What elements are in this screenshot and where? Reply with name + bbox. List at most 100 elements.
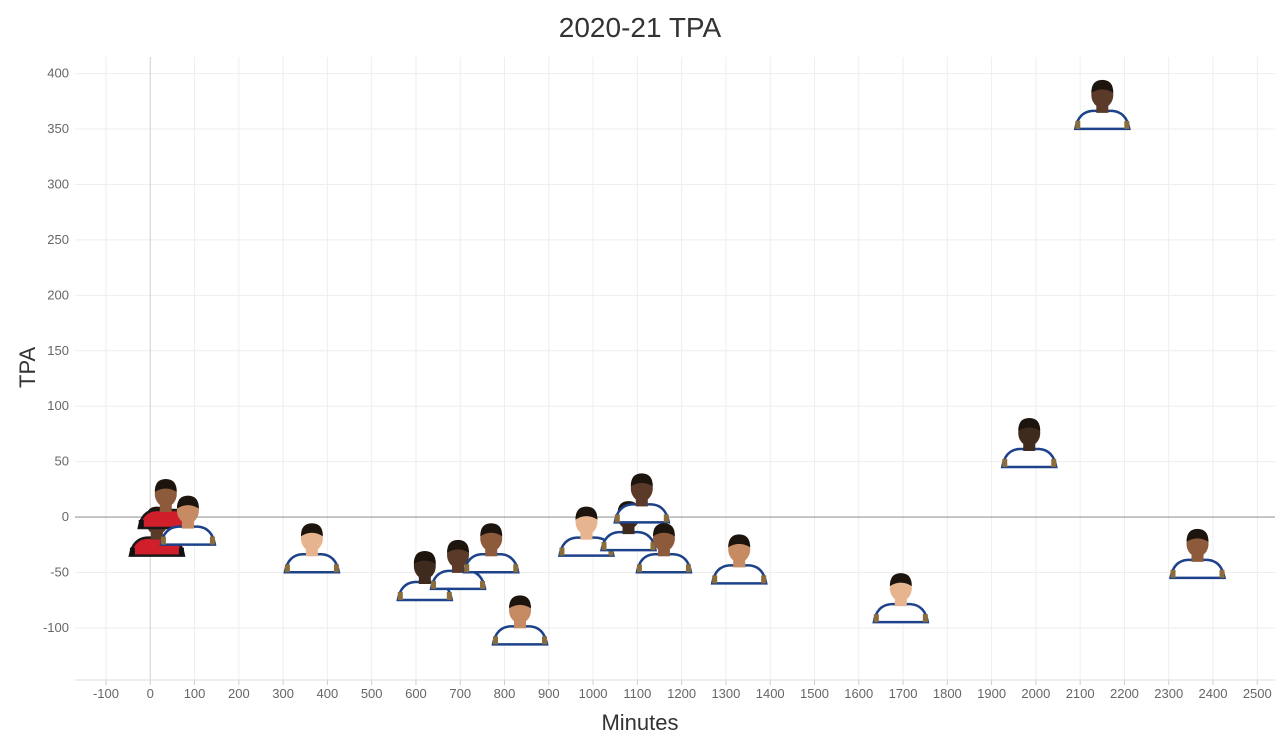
x-tick-label: 400 <box>317 686 339 701</box>
hair-shape <box>889 573 912 587</box>
hair-shape <box>1018 417 1041 431</box>
jersey-trim <box>663 514 669 523</box>
neck-shape <box>1191 553 1204 562</box>
jersey-trim <box>160 536 166 545</box>
jersey-trim <box>1124 120 1130 129</box>
neck-shape <box>181 520 194 529</box>
jersey-trim <box>138 519 144 528</box>
hair-shape <box>480 523 503 537</box>
jersey-shape <box>1000 447 1058 469</box>
x-tick-label: 1300 <box>711 686 740 701</box>
player-marker <box>710 534 768 585</box>
neck-shape <box>418 576 431 585</box>
neck-shape <box>452 564 465 573</box>
hair-shape <box>728 534 751 548</box>
player-marker <box>1169 528 1227 580</box>
jersey-shape <box>1073 109 1131 131</box>
hair-shape <box>630 473 653 487</box>
x-tick-label: 2300 <box>1154 686 1183 701</box>
player-marker <box>283 523 341 574</box>
axes <box>75 57 1275 685</box>
hair-shape <box>1186 528 1209 542</box>
jersey-trim <box>685 564 691 573</box>
x-tick-label: 2100 <box>1066 686 1095 701</box>
x-axis-label: Minutes <box>601 710 679 735</box>
x-tick-label: 600 <box>405 686 427 701</box>
jersey-trim <box>1075 120 1081 129</box>
neck-shape <box>305 548 318 557</box>
x-tick-label: 2400 <box>1199 686 1228 701</box>
x-tick-label: 1400 <box>756 686 785 701</box>
x-tick-label: 100 <box>184 686 206 701</box>
x-tick-label: 700 <box>449 686 471 701</box>
jersey-trim <box>873 614 879 623</box>
neck-shape <box>657 548 670 557</box>
y-tick-label: -100 <box>43 620 69 635</box>
x-tick-label: 900 <box>538 686 560 701</box>
jersey-trim <box>397 592 403 601</box>
jersey-shape <box>462 553 520 574</box>
hair-shape <box>509 595 532 609</box>
y-tick-labels: -100 -50 0 50 100 150 200 250 300 350 400 <box>43 66 69 635</box>
x-tick-label: 1000 <box>579 686 608 701</box>
neck-shape <box>150 531 163 540</box>
jersey-trim <box>601 542 607 551</box>
y-tick-label: 50 <box>55 454 69 469</box>
x-tick-label: 1600 <box>844 686 873 701</box>
jersey-trim <box>129 547 135 556</box>
neck-shape <box>622 526 635 535</box>
jersey-trim <box>1002 458 1008 467</box>
jersey-shape <box>283 553 341 574</box>
jersey-shape <box>429 569 487 591</box>
hair-shape <box>176 495 199 509</box>
neck-shape <box>733 559 746 568</box>
player-marker <box>872 573 930 624</box>
jersey-shape <box>635 553 693 574</box>
jersey-shape <box>491 625 549 646</box>
jersey-trim <box>446 592 452 601</box>
jersey-trim <box>284 564 290 573</box>
jersey-shape <box>872 602 930 624</box>
x-tick-label: 1900 <box>977 686 1006 701</box>
neck-shape <box>514 620 527 629</box>
y-tick-label: 300 <box>47 176 69 191</box>
x-tick-label: 0 <box>147 686 154 701</box>
jersey-trim <box>614 514 620 523</box>
jersey-shape <box>613 503 671 524</box>
y-tick-label: 100 <box>47 398 69 413</box>
jersey-trim <box>608 547 614 556</box>
x-tick-label: 300 <box>272 686 294 701</box>
jersey-trim <box>493 636 499 645</box>
neck-shape <box>159 503 172 512</box>
jersey-trim <box>431 580 437 589</box>
jersey-trim <box>542 636 548 645</box>
neck-shape <box>1023 442 1036 451</box>
jersey-shape <box>159 525 217 546</box>
jersey-trim <box>1051 458 1057 467</box>
jersey-trim <box>1170 569 1176 578</box>
hair-shape <box>300 523 323 537</box>
x-tick-label: 200 <box>228 686 250 701</box>
player-marker <box>1073 79 1131 131</box>
neck-shape <box>894 598 907 607</box>
player-marker <box>635 523 693 574</box>
jersey-trim <box>650 542 656 551</box>
player-marker <box>462 523 520 574</box>
neck-shape <box>580 531 593 540</box>
x-tick-label: 2500 <box>1243 686 1272 701</box>
jersey-trim <box>464 564 470 573</box>
jersey-trim <box>480 580 486 589</box>
y-tick-label: 350 <box>47 121 69 136</box>
x-tick-label: 1800 <box>933 686 962 701</box>
y-tick-label: 0 <box>62 509 69 524</box>
hair-shape <box>447 539 470 553</box>
player-marker <box>557 506 615 557</box>
jersey-shape <box>710 564 768 585</box>
y-tick-label: 400 <box>47 66 69 81</box>
x-tick-labels: -100 0 100 200 300 400 500 600 700 800 900 1000 1100… <box>93 686 1272 701</box>
x-tick-label: 1500 <box>800 686 829 701</box>
neck-shape <box>485 548 498 557</box>
x-tick-label: 2000 <box>1021 686 1050 701</box>
y-tick-label: 200 <box>47 287 69 302</box>
